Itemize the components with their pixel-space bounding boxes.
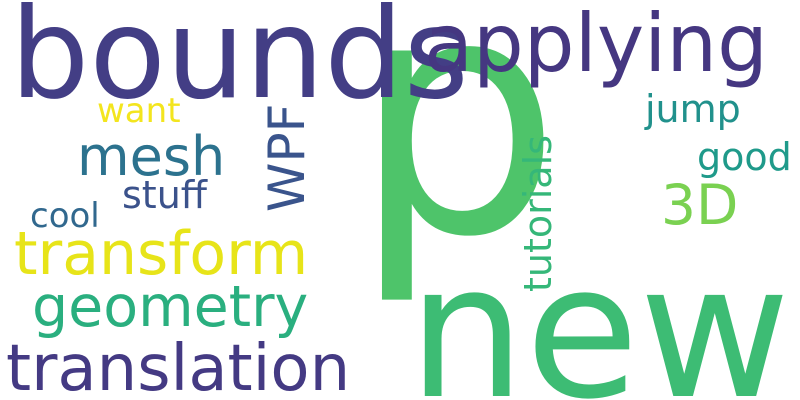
word-want: want	[97, 94, 181, 128]
word-translation: translation	[6, 337, 350, 400]
word-applying: applying	[424, 4, 768, 84]
word-geometry: geometry	[32, 279, 308, 336]
word-new: new	[408, 240, 790, 400]
word-tutorials: tutorials	[519, 135, 557, 292]
word-cool: cool	[30, 199, 100, 233]
word-good: good	[697, 138, 792, 176]
word-jump: jump	[645, 90, 741, 128]
word-bounds: bounds	[10, 0, 469, 117]
word-stuff: stuff	[122, 176, 207, 214]
word-wpf: WPF	[262, 104, 312, 212]
word-3d: 3D	[661, 178, 738, 233]
